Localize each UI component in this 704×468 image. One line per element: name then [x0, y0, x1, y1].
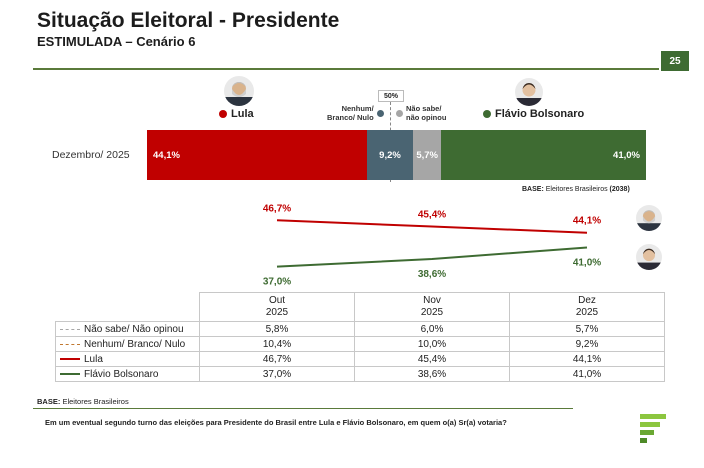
survey-question: Em um eventual segundo turno das eleiçõe… [45, 418, 507, 427]
table-cell: 5,7% [509, 321, 665, 337]
legend-nao-sabe: Não sabe/ não opinou [396, 104, 446, 122]
table-row-label-text: Flávio Bolsonaro [84, 368, 159, 380]
series-line-0 [276, 219, 588, 234]
legend-swatch-nao-sabe [60, 329, 80, 330]
lula-trend-avatar [636, 205, 662, 231]
data-label: 44,1% [573, 216, 601, 227]
bar-segment-2: 5,7% [412, 130, 442, 180]
base-note-bottom-text: Eleitores Brasileiros [62, 397, 129, 406]
table-header-out: Out 2025 [199, 292, 355, 322]
table-header-dez: Dez 2025 [509, 292, 665, 322]
legend-nao-sabe-line1: Não sabe/ [406, 104, 442, 113]
table-header-dez-year: 2025 [575, 307, 599, 318]
lula-portrait-icon [636, 205, 662, 231]
legend-flavio: Flávio Bolsonaro [483, 108, 584, 120]
legend-nenhum-line2: Branco/ Nulo [327, 113, 374, 122]
legend-lula-label: Lula [231, 108, 254, 120]
bar-segment-3: 41,0% [441, 130, 646, 180]
table-cell: 6,0% [354, 321, 510, 337]
trend-line-chart: 46,7% 45,4% 44,1% 37,0% 38,6% 41,0% [263, 203, 601, 288]
flavio-avatar [515, 78, 543, 106]
legend-flavio-label: Flávio Bolsonaro [495, 108, 585, 120]
legend-nao-sabe-dot [396, 109, 403, 117]
legend-lula: Lula [219, 108, 254, 120]
series-line-1 [276, 246, 588, 268]
table-header-nov-year: 2025 [420, 307, 444, 318]
lula-portrait-icon [224, 76, 254, 106]
base-note-bottom-label: BASE: [37, 397, 61, 406]
legend-swatch-flavio [60, 373, 80, 375]
legend-nenhum-dot [376, 109, 384, 117]
bar-segment-label: 44,1% [153, 149, 180, 161]
base-note-top-text: Eleitores Brasileiros [545, 186, 608, 193]
table-row-label: Lula [55, 351, 200, 367]
bar-segment-label: 41,0% [613, 149, 640, 161]
table-cell: 38,6% [354, 366, 510, 382]
bar-segment-label: 5,7% [416, 149, 438, 161]
table-header-dez-month: Dez [578, 295, 596, 306]
table-header-nov-month: Nov [423, 295, 441, 306]
bar-category-label: Dezembro/ 2025 [52, 149, 130, 161]
table-row-label-text: Lula [84, 353, 103, 365]
table-cell: 10,4% [199, 336, 355, 352]
header-divider [33, 68, 659, 70]
table-row-label-text: Nenhum/ Branco/ Nulo [84, 338, 186, 350]
base-note-top: BASE: Eleitores Brasileiros (2038) [522, 186, 630, 193]
company-logo-icon [640, 414, 666, 443]
table-header-nov: Nov 2025 [354, 292, 510, 322]
flavio-portrait-icon [515, 78, 543, 106]
data-label: 41,0% [573, 258, 601, 269]
legend-nenhum-line1: Nenhum/ [341, 104, 374, 113]
data-label: 37,0% [263, 277, 291, 288]
footer-divider [33, 408, 573, 409]
legend-swatch-lula [60, 358, 80, 360]
table-row-lula: Lula 46,7% 45,4% 44,1% [55, 351, 665, 367]
page-title: Situação Eleitoral - Presidente [37, 9, 340, 32]
base-note-top-label: BASE: [522, 186, 544, 193]
table-row-label: Flávio Bolsonaro [55, 366, 200, 382]
table-row-label: Nenhum/ Branco/ Nulo [55, 336, 200, 352]
table-row-label: Não sabe/ Não opinou [55, 321, 200, 337]
table-row-nao-sabe: Não sabe/ Não opinou 5,8% 6,0% 5,7% [55, 321, 665, 337]
bar-segment-label: 9,2% [379, 149, 401, 161]
table-row-nenhum: Nenhum/ Branco/ Nulo 10,4% 10,0% 9,2% [55, 336, 665, 352]
data-label: 45,4% [418, 210, 446, 221]
page-number-badge: 25 [661, 51, 689, 71]
stacked-bar: 44,1% 9,2% 5,7% 41,0% [147, 130, 646, 180]
legend-swatch-nenhum [60, 344, 80, 345]
bar-segment-1: 9,2% [367, 130, 413, 180]
legend-nenhum: Nenhum/ Branco/ Nulo [327, 104, 384, 122]
table-header-row: Out 2025 Nov 2025 Dez 2025 [56, 292, 665, 322]
table-cell: 5,8% [199, 321, 355, 337]
table-cell: 46,7% [199, 351, 355, 367]
base-note-bottom: BASE: Eleitores Brasileiros [37, 397, 129, 406]
table-cell: 37,0% [199, 366, 355, 382]
table-cell: 9,2% [509, 336, 665, 352]
trend-table: Out 2025 Nov 2025 Dez 2025 Não sabe/ Não… [55, 292, 665, 382]
table-header-out-year: 2025 [265, 307, 289, 318]
table-header-blank [56, 293, 200, 322]
flavio-portrait-icon [636, 244, 662, 270]
flavio-trend-avatar [636, 244, 662, 270]
data-label: 46,7% [263, 203, 291, 214]
lula-avatar [224, 76, 254, 106]
bar-segment-0: 44,1% [147, 130, 368, 180]
table-row-flavio: Flávio Bolsonaro 37,0% 38,6% 41,0% [55, 366, 665, 382]
legend-nao-sabe-line2: não opinou [406, 113, 447, 122]
fifty-percent-marker: 50% [378, 90, 404, 102]
table-cell: 10,0% [354, 336, 510, 352]
data-label: 38,6% [418, 269, 446, 280]
table-header-out-month: Out [268, 295, 286, 306]
table-cell: 45,4% [354, 351, 510, 367]
legend-lula-dot [219, 110, 227, 118]
page-subtitle: ESTIMULADA – Cenário 6 [37, 34, 196, 49]
table-row-label-text: Não sabe/ Não opinou [84, 323, 184, 335]
base-note-top-count: (2038) [609, 186, 630, 193]
legend-flavio-dot [483, 110, 491, 118]
table-cell: 44,1% [509, 351, 665, 367]
table-cell: 41,0% [509, 366, 665, 382]
